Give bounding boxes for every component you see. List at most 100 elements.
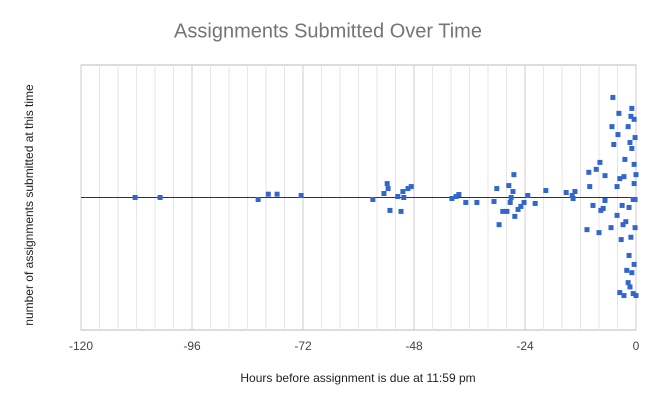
point <box>593 166 599 172</box>
y-axis-title: number of assignments submitted at this … <box>22 84 36 326</box>
point <box>631 116 637 122</box>
point <box>632 135 638 141</box>
point <box>132 195 138 200</box>
point <box>621 293 627 299</box>
point <box>521 199 527 205</box>
point <box>453 194 459 200</box>
point <box>586 169 592 175</box>
point <box>597 159 603 165</box>
point <box>569 193 575 199</box>
point <box>627 140 633 146</box>
x-tick-label: -96 <box>183 339 201 353</box>
point <box>624 267 630 273</box>
point <box>625 280 631 286</box>
point <box>255 196 261 202</box>
point <box>629 145 635 151</box>
point <box>590 202 596 208</box>
point <box>620 222 626 228</box>
point <box>400 189 406 195</box>
point <box>633 293 639 299</box>
point <box>631 261 637 267</box>
point <box>623 219 629 225</box>
point <box>628 234 634 240</box>
point <box>515 206 521 212</box>
point <box>395 194 401 200</box>
point <box>616 110 622 116</box>
point <box>463 199 469 205</box>
x-tick-label: -48 <box>405 339 423 353</box>
point <box>405 186 411 192</box>
point <box>631 161 637 167</box>
point <box>298 193 304 199</box>
point <box>610 94 616 100</box>
point <box>622 156 628 162</box>
point <box>504 208 510 214</box>
point <box>474 199 480 205</box>
point <box>611 142 617 147</box>
point <box>629 270 635 276</box>
point <box>632 196 638 202</box>
x-tick-label: 0 <box>633 339 640 353</box>
point <box>600 205 606 211</box>
x-tick-label: -72 <box>294 339 312 353</box>
point <box>401 195 407 200</box>
point <box>617 290 623 296</box>
point <box>511 172 517 178</box>
point <box>496 222 502 228</box>
point <box>370 196 376 202</box>
point <box>449 195 455 201</box>
point <box>619 202 625 208</box>
point <box>385 186 391 192</box>
point <box>618 237 624 243</box>
point <box>532 200 538 206</box>
point <box>609 124 615 130</box>
point <box>543 188 549 194</box>
point <box>621 174 627 180</box>
point <box>596 230 602 236</box>
point <box>608 225 614 231</box>
point <box>625 124 631 130</box>
point <box>381 191 387 197</box>
point <box>633 172 639 178</box>
point <box>614 212 620 218</box>
point <box>630 291 636 297</box>
point <box>626 204 632 210</box>
point <box>518 203 524 209</box>
point <box>157 195 163 200</box>
point <box>563 190 569 196</box>
point <box>614 184 620 190</box>
point <box>265 191 271 197</box>
point <box>627 284 633 290</box>
x-tick-label: -24 <box>516 339 534 353</box>
point <box>274 191 280 197</box>
point <box>510 189 516 195</box>
point <box>525 193 531 199</box>
point <box>587 184 593 190</box>
point <box>384 181 390 187</box>
point <box>632 225 638 231</box>
chart-title: Assignments Submitted Over Time <box>174 20 482 42</box>
point <box>631 181 637 187</box>
point <box>602 197 608 203</box>
point <box>398 208 404 214</box>
point <box>456 192 462 198</box>
point <box>508 195 514 200</box>
point <box>491 198 497 204</box>
point <box>628 113 634 119</box>
point <box>512 213 518 219</box>
point <box>387 207 393 213</box>
point <box>615 132 621 138</box>
point <box>494 186 500 192</box>
x-tick-label: -120 <box>69 339 93 353</box>
point <box>602 173 608 179</box>
point <box>629 105 635 111</box>
x-axis-title: Hours before assignment is due at 11:59 … <box>240 371 475 385</box>
point <box>408 184 414 190</box>
point <box>572 189 578 195</box>
point <box>506 183 512 189</box>
point <box>500 208 506 214</box>
point <box>584 227 590 233</box>
point <box>617 176 623 182</box>
point <box>507 199 513 205</box>
